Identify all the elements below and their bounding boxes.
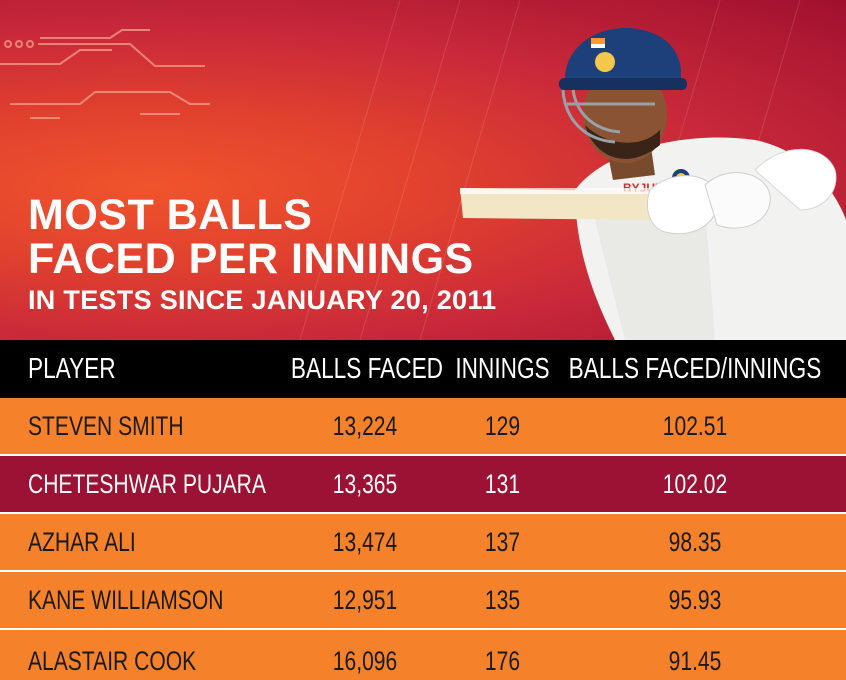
cell-ratio: 98.35 xyxy=(668,527,722,557)
cell-player: ALASTAIR COOK xyxy=(28,646,197,676)
cell-innings: 135 xyxy=(484,585,521,615)
cell-player: AZHAR ALI xyxy=(28,527,136,557)
header-balls-per-innings: BALLS FACED/INNINGS xyxy=(568,353,822,385)
header-innings: INNINGS xyxy=(455,353,550,385)
subtitle: IN TESTS SINCE JANUARY 20, 2011 xyxy=(28,285,497,315)
cell-innings: 129 xyxy=(484,411,521,441)
table-row: STEVEN SMITH 13,224 129 102.51 xyxy=(0,398,846,454)
stats-table: PLAYER BALLS FACED INNINGS BALLS FACED/I… xyxy=(0,340,846,680)
cell-balls-faced: 13,365 xyxy=(332,469,398,499)
hero-banner: BYJU'S MOST BALLS FACED PER INNINGS IN T… xyxy=(0,0,846,340)
cell-balls-faced: 12,951 xyxy=(332,585,398,615)
table-header-row: PLAYER BALLS FACED INNINGS BALLS FACED/I… xyxy=(0,340,846,398)
header-balls-faced: BALLS FACED xyxy=(290,353,444,385)
row-divider xyxy=(0,628,846,630)
cell-balls-faced: 13,224 xyxy=(332,411,398,441)
table-row: CHETESHWAR PUJARA 13,365 131 102.02 xyxy=(0,456,846,512)
table-row: AZHAR ALI 13,474 137 98.35 xyxy=(0,514,846,570)
cell-balls-faced: 13,474 xyxy=(332,527,398,557)
cell-player: CHETESHWAR PUJARA xyxy=(28,469,266,499)
header-player: PLAYER xyxy=(28,353,116,385)
table-row: KANE WILLIAMSON 12,951 135 95.93 xyxy=(0,572,846,628)
cell-ratio: 91.45 xyxy=(668,646,722,676)
row-divider xyxy=(0,454,846,456)
batsman-illustration: BYJU'S xyxy=(460,27,846,340)
title-line-1: MOST BALLS xyxy=(28,191,313,239)
table-row: ALASTAIR COOK 16,096 176 91.45 xyxy=(0,630,846,680)
cell-ratio: 102.51 xyxy=(662,411,728,441)
cell-balls-faced: 16,096 xyxy=(332,646,398,676)
cell-innings: 131 xyxy=(484,469,521,499)
cell-innings: 137 xyxy=(484,527,521,557)
row-divider xyxy=(0,570,846,572)
cell-ratio: 102.02 xyxy=(662,469,728,499)
cell-player: STEVEN SMITH xyxy=(28,411,184,441)
title-line-2: FACED PER INNINGS xyxy=(28,235,474,283)
row-divider xyxy=(0,512,846,514)
cell-innings: 176 xyxy=(484,646,521,676)
cell-ratio: 95.93 xyxy=(668,585,722,615)
cell-player: KANE WILLIAMSON xyxy=(28,585,224,615)
